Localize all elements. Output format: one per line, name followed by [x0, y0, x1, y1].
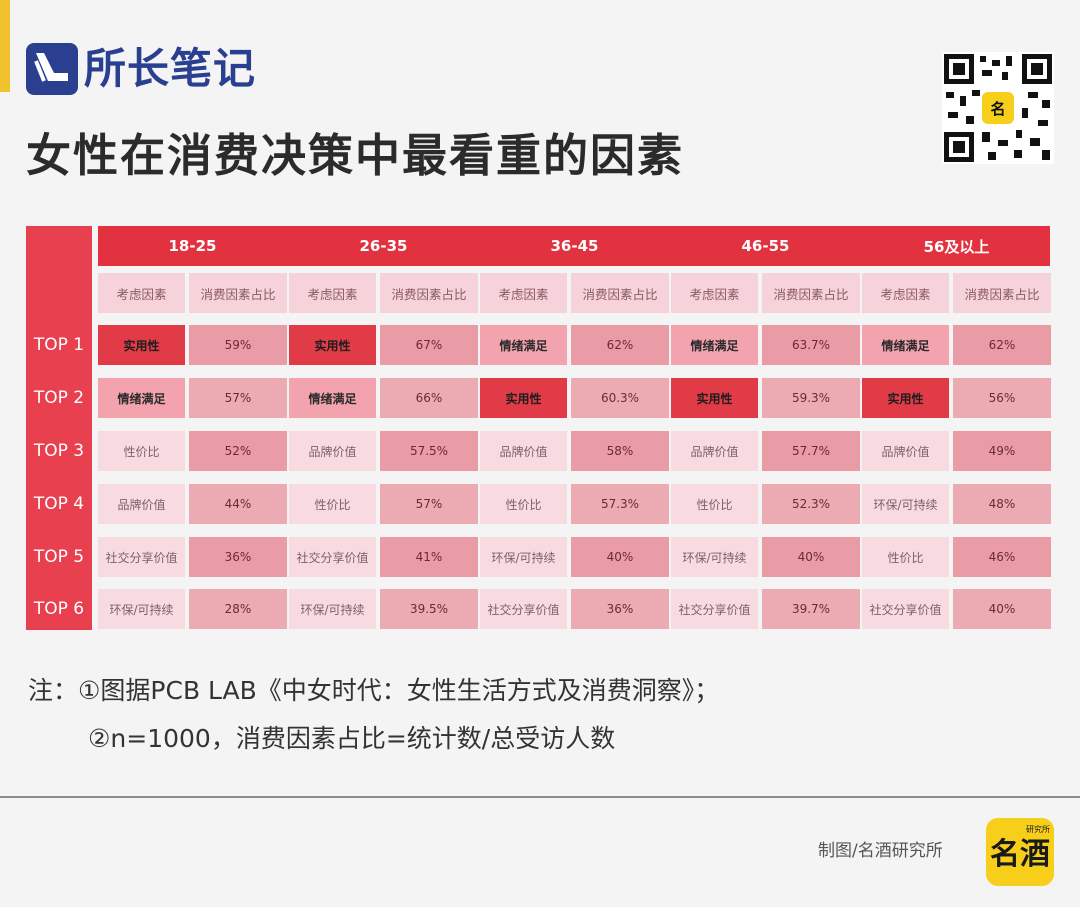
footer-divider [0, 796, 1080, 798]
share-value-cell: 44% [189, 484, 287, 524]
factor-cell: 社交分享价值 [480, 589, 567, 629]
brand-small-text: 研究所 [1026, 824, 1050, 834]
age-group-header: 56及以上 [923, 237, 990, 256]
factor-cell: 品牌价值 [98, 484, 185, 524]
share-value-cell: 52.3% [762, 484, 860, 524]
share-value-cell: 57.7% [762, 431, 860, 471]
factor-cell: 实用性 [671, 378, 758, 418]
factor-cell: 情绪满足 [289, 378, 376, 418]
factor-cell: 环保/可持续 [862, 484, 949, 524]
factor-cell: 环保/可持续 [289, 589, 376, 629]
logo-mark-icon [26, 43, 78, 95]
factor-cell: 品牌价值 [289, 431, 376, 471]
sub-header-share: 消费因素占比 [380, 273, 478, 313]
qr-code-icon: 名 [942, 52, 1054, 164]
rank-label: TOP 1 [33, 335, 85, 355]
share-value-cell: 67% [380, 325, 478, 365]
rank-label: TOP 2 [33, 388, 85, 408]
share-value-cell: 59% [189, 325, 287, 365]
share-value-cell: 52% [189, 431, 287, 471]
note-line-1: 注：①图据PCB LAB《中女时代：女性生活方式及消费洞察》； [28, 676, 720, 705]
share-value-cell: 40% [953, 589, 1051, 629]
share-value-cell: 62% [953, 325, 1051, 365]
share-value-cell: 62% [571, 325, 669, 365]
share-value-cell: 36% [189, 537, 287, 577]
factor-cell: 品牌价值 [671, 431, 758, 471]
age-group-header: 46-55 [741, 237, 790, 255]
share-value-cell: 56% [953, 378, 1051, 418]
sub-header-share: 消费因素占比 [189, 273, 287, 313]
share-value-cell: 59.3% [762, 378, 860, 418]
share-value-cell: 46% [953, 537, 1051, 577]
factor-cell: 实用性 [862, 378, 949, 418]
share-value-cell: 39.7% [762, 589, 860, 629]
rank-label: TOP 6 [33, 599, 85, 619]
credit-text: 制图/名酒研究所 [818, 841, 943, 861]
sub-header-share: 消费因素占比 [762, 273, 860, 313]
share-value-cell: 57.5% [380, 431, 478, 471]
share-value-cell: 57% [189, 378, 287, 418]
brand-badge: 名酒 研究所 [986, 818, 1054, 886]
svg-text:名: 名 [990, 100, 1005, 118]
share-value-cell: 60.3% [571, 378, 669, 418]
factor-cell: 性价比 [480, 484, 567, 524]
factor-cell: 环保/可持续 [671, 537, 758, 577]
rank-label: TOP 4 [33, 494, 85, 514]
logo: 所长笔记 [26, 40, 256, 98]
factor-cell: 性价比 [98, 431, 185, 471]
share-value-cell: 41% [380, 537, 478, 577]
factor-cell: 实用性 [289, 325, 376, 365]
factor-cell: 品牌价值 [862, 431, 949, 471]
share-value-cell: 57% [380, 484, 478, 524]
factor-cell: 环保/可持续 [480, 537, 567, 577]
factor-cell: 品牌价值 [480, 431, 567, 471]
factor-cell: 情绪满足 [862, 325, 949, 365]
share-value-cell: 66% [380, 378, 478, 418]
rank-column [26, 226, 92, 630]
share-value-cell: 49% [953, 431, 1051, 471]
factor-cell: 性价比 [289, 484, 376, 524]
share-value-cell: 63.7% [762, 325, 860, 365]
age-group-header: 36-45 [550, 237, 599, 255]
share-value-cell: 39.5% [380, 589, 478, 629]
factor-cell: 社交分享价值 [862, 589, 949, 629]
sub-header-share: 消费因素占比 [953, 273, 1051, 313]
factor-cell: 社交分享价值 [289, 537, 376, 577]
share-value-cell: 40% [762, 537, 860, 577]
sub-header-factor: 考虑因素 [289, 273, 376, 313]
brand-logo-icon: 名酒 研究所 [990, 824, 1050, 872]
share-value-cell: 36% [571, 589, 669, 629]
sub-header-factor: 考虑因素 [480, 273, 567, 313]
factor-cell: 社交分享价值 [98, 537, 185, 577]
age-group-header: 18-25 [168, 237, 217, 255]
factor-cell: 情绪满足 [480, 325, 567, 365]
sub-header-factor: 考虑因素 [862, 273, 949, 313]
sub-header-factor: 考虑因素 [671, 273, 758, 313]
accent-bar [0, 0, 10, 92]
share-value-cell: 28% [189, 589, 287, 629]
share-value-cell: 40% [571, 537, 669, 577]
age-group-header: 26-35 [359, 237, 408, 255]
factor-cell: 情绪满足 [671, 325, 758, 365]
factor-cell: 实用性 [480, 378, 567, 418]
rank-label: TOP 3 [33, 441, 85, 461]
age-header-bar [98, 226, 1050, 266]
sub-header-factor: 考虑因素 [98, 273, 185, 313]
factor-cell: 性价比 [862, 537, 949, 577]
share-value-cell: 58% [571, 431, 669, 471]
factor-cell: 性价比 [671, 484, 758, 524]
share-value-cell: 48% [953, 484, 1051, 524]
factor-cell: 实用性 [98, 325, 185, 365]
note-line-2: ②n=1000，消费因素占比=统计数/总受访人数 [88, 724, 616, 753]
sub-header-share: 消费因素占比 [571, 273, 669, 313]
factor-cell: 社交分享价值 [671, 589, 758, 629]
rank-label: TOP 5 [33, 547, 85, 567]
factor-cell: 情绪满足 [98, 378, 185, 418]
page-title: 女性在消费决策中最看重的因素 [26, 129, 685, 182]
logo-text: 所长笔记 [84, 44, 257, 93]
factor-cell: 环保/可持续 [98, 589, 185, 629]
share-value-cell: 57.3% [571, 484, 669, 524]
brand-glyph: 名酒 [990, 837, 1050, 872]
